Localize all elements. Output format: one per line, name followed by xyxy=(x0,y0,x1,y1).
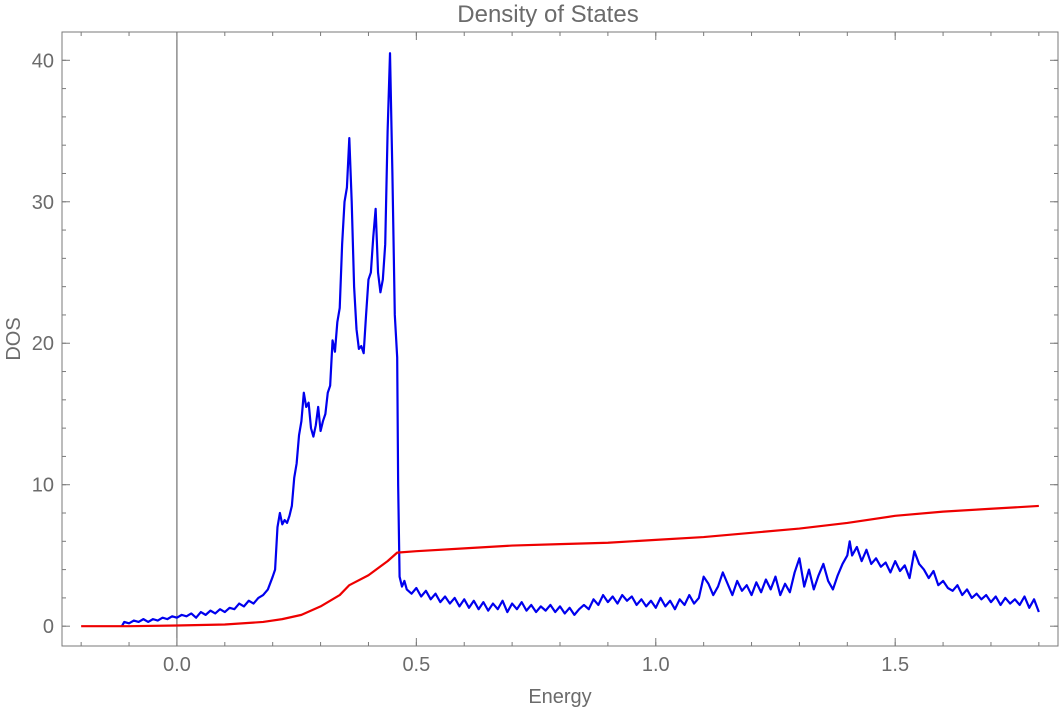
y-tick-label: 40 xyxy=(32,50,54,72)
x-tick-label: 0.0 xyxy=(163,654,191,676)
y-tick-label: 20 xyxy=(32,333,54,355)
series-line-2 xyxy=(81,504,1039,628)
x-tick-label: 1.5 xyxy=(881,654,909,676)
series-line-1 xyxy=(120,52,1040,627)
y-tick-label: 10 xyxy=(32,475,54,497)
x-tick-label: 0.5 xyxy=(402,654,430,676)
x-tick-label: 1.0 xyxy=(642,654,670,676)
y-axis-label: DOS xyxy=(3,317,25,360)
axis-ticks: 0.0 0.5 1.0 1.5 0 10 20 30 40 xyxy=(32,31,1058,676)
series-layer xyxy=(81,52,1040,628)
y-tick-label: 0 xyxy=(43,616,54,638)
x-axis-label: Energy xyxy=(528,686,591,708)
chart-title: Density of States xyxy=(457,1,638,28)
y-tick-label: 30 xyxy=(32,192,54,214)
